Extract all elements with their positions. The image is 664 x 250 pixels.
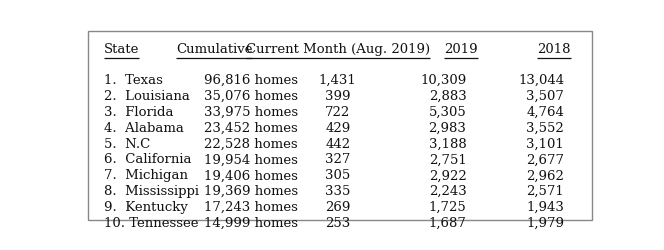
Text: 3,552: 3,552 — [527, 121, 564, 134]
Text: 5.  N.C: 5. N.C — [104, 137, 150, 150]
Text: 3,188: 3,188 — [429, 137, 466, 150]
Text: 1,943: 1,943 — [527, 200, 564, 213]
Text: 5,305: 5,305 — [429, 106, 466, 118]
Text: 305: 305 — [325, 169, 351, 181]
Text: 1,431: 1,431 — [319, 74, 357, 87]
Text: 17,243 homes: 17,243 homes — [204, 200, 298, 213]
Text: 19,369 homes: 19,369 homes — [204, 184, 298, 198]
Text: 2,962: 2,962 — [527, 169, 564, 181]
Text: 253: 253 — [325, 216, 351, 229]
Text: 1,687: 1,687 — [428, 216, 466, 229]
Text: 2,243: 2,243 — [429, 184, 466, 198]
Text: 7.  Michigan: 7. Michigan — [104, 169, 188, 181]
Text: 269: 269 — [325, 200, 351, 213]
Text: 6.  California: 6. California — [104, 153, 191, 166]
Text: 327: 327 — [325, 153, 351, 166]
Text: State: State — [104, 43, 139, 56]
Text: 22,528 homes: 22,528 homes — [204, 137, 297, 150]
Text: 2,983: 2,983 — [428, 121, 466, 134]
Text: 35,076 homes: 35,076 homes — [204, 90, 298, 103]
Text: 14,999 homes: 14,999 homes — [204, 216, 298, 229]
FancyBboxPatch shape — [88, 32, 592, 220]
Text: 429: 429 — [325, 121, 351, 134]
Text: 33,975 homes: 33,975 homes — [204, 106, 298, 118]
Text: 722: 722 — [325, 106, 351, 118]
Text: 335: 335 — [325, 184, 351, 198]
Text: 2,571: 2,571 — [527, 184, 564, 198]
Text: 2018: 2018 — [537, 43, 570, 56]
Text: 8.  Mississippi: 8. Mississippi — [104, 184, 199, 198]
Text: 96,816 homes: 96,816 homes — [204, 74, 298, 87]
Text: 2,883: 2,883 — [429, 90, 466, 103]
Text: 23,452 homes: 23,452 homes — [204, 121, 297, 134]
Text: 1,725: 1,725 — [429, 200, 466, 213]
Text: 1,979: 1,979 — [526, 216, 564, 229]
Text: 3,507: 3,507 — [527, 90, 564, 103]
Text: Current Month (Aug. 2019): Current Month (Aug. 2019) — [246, 43, 430, 56]
Text: 4.  Alabama: 4. Alabama — [104, 121, 183, 134]
Text: 2,677: 2,677 — [526, 153, 564, 166]
Text: 10. Tennessee: 10. Tennessee — [104, 216, 198, 229]
Text: 442: 442 — [325, 137, 351, 150]
Text: 3.  Florida: 3. Florida — [104, 106, 173, 118]
Text: 399: 399 — [325, 90, 351, 103]
Text: 4,764: 4,764 — [527, 106, 564, 118]
Text: 1.  Texas: 1. Texas — [104, 74, 163, 87]
Text: 10,309: 10,309 — [420, 74, 466, 87]
Text: 2019: 2019 — [444, 43, 478, 56]
Text: 2,751: 2,751 — [429, 153, 466, 166]
Text: 2,922: 2,922 — [429, 169, 466, 181]
Text: 13,044: 13,044 — [518, 74, 564, 87]
Text: 3,101: 3,101 — [527, 137, 564, 150]
Text: 2.  Louisiana: 2. Louisiana — [104, 90, 189, 103]
Text: 19,954 homes: 19,954 homes — [204, 153, 298, 166]
Text: 9.  Kentucky: 9. Kentucky — [104, 200, 187, 213]
Text: Cumulative: Cumulative — [176, 43, 252, 56]
Text: 19,406 homes: 19,406 homes — [204, 169, 298, 181]
